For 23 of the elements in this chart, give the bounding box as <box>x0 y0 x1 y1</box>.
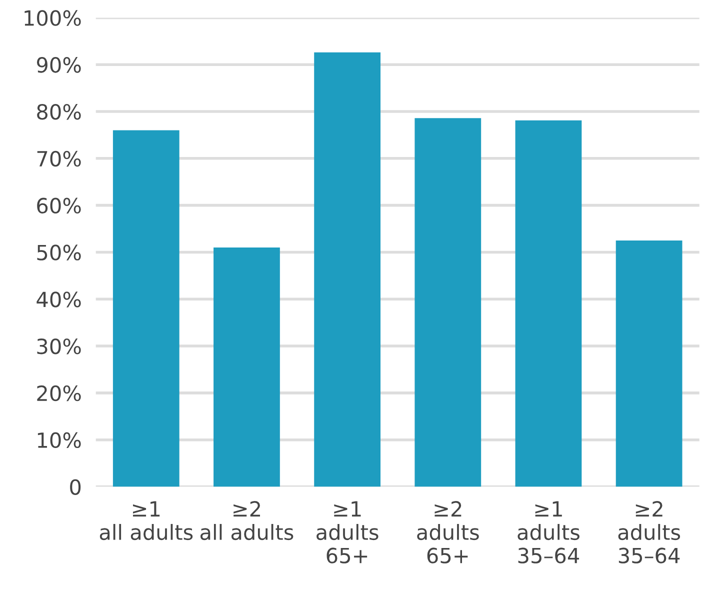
bar <box>214 248 280 487</box>
x-tick-label: ≥2 adults 65+ <box>417 501 479 564</box>
bar <box>616 240 682 487</box>
bar <box>515 120 582 487</box>
y-tick-label: 100% <box>24 10 81 26</box>
y-tick-label: 60% <box>37 198 81 214</box>
bar <box>414 118 482 487</box>
x-tick-label: ≥1 adults 65+ <box>316 501 378 564</box>
y-tick-label: 40% <box>36 292 81 308</box>
y-tick-label: 70% <box>37 150 81 167</box>
y-tick-label: 80% <box>37 104 81 120</box>
bar <box>314 52 380 487</box>
x-tick-label: ≥2 adults 35–64 <box>618 501 680 564</box>
x-tick-label: ≥1 adults 35–64 <box>518 501 580 564</box>
y-tick-label: 90% <box>36 57 81 73</box>
y-tick-label: 0 <box>70 479 81 495</box>
y-tick-label: 30% <box>37 338 81 354</box>
x-tick-label: ≥1 all adults <box>100 501 193 540</box>
y-tick-label: 50% <box>37 244 81 260</box>
y-tick-label: 10% <box>38 432 81 448</box>
x-tick-label: ≥2 all adults <box>200 501 294 540</box>
bar <box>112 130 180 487</box>
y-tick-label: 20% <box>37 385 81 402</box>
